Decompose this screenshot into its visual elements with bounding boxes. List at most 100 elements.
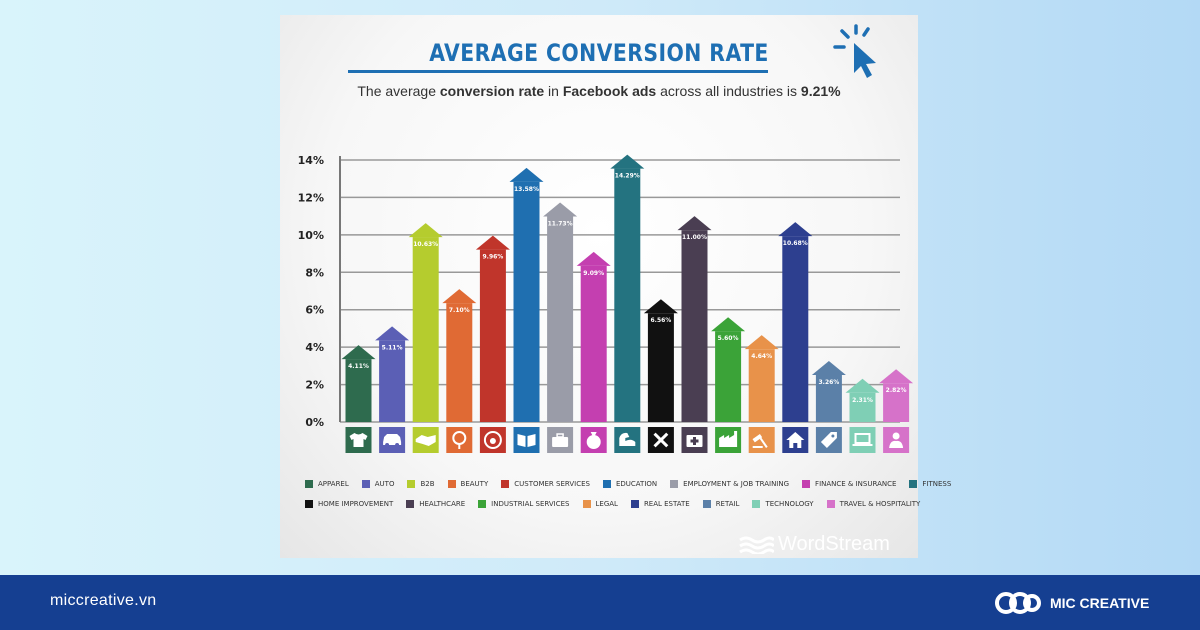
legend-item: CUSTOMER SERVICES: [501, 480, 590, 488]
legend-label: APPAREL: [318, 480, 349, 488]
bar-shirt: [345, 359, 372, 422]
bar-house: [782, 236, 809, 422]
site-url[interactable]: miccreative.vn: [50, 592, 157, 609]
bar-arrowhead: [442, 289, 477, 304]
legend-label: RETAIL: [715, 500, 740, 508]
wordstream-wave-icon: [739, 536, 774, 554]
legend-item: APPAREL: [305, 480, 349, 488]
y-tick-label: 0%: [305, 416, 324, 429]
legend-swatch: [602, 480, 611, 488]
bar-arrowhead: [509, 167, 544, 182]
headset-icon: [483, 431, 502, 449]
legend-swatch: [501, 480, 510, 488]
legend-label: B2B: [420, 480, 435, 488]
bar-factory: [715, 331, 742, 422]
brand-name: MIC CREATIVE: [1050, 595, 1150, 611]
mic-creative-logo-icon: [995, 592, 1041, 614]
bar-price-tag: [815, 374, 842, 422]
wordstream-logo-text: WordStream: [778, 533, 890, 555]
footer-bar: miccreative.vn MIC CREATIVE: [0, 575, 1200, 630]
laptop-icon: [852, 433, 873, 446]
legend-swatch: [670, 480, 679, 488]
bar-arrowhead: [778, 222, 813, 237]
chart-subtitle: The average conversion rate in Facebook …: [280, 83, 918, 99]
legend-swatch: [361, 480, 370, 488]
data-label: 13.58%: [514, 186, 539, 193]
legend-label: FITNESS: [922, 480, 952, 488]
bar-arrowhead: [341, 345, 376, 360]
subtitle-term-conversion: conversion rate: [439, 83, 545, 99]
chart-legend: APPAREL AUTO B2B BEAUTY CUSTOMER SERVICES EDU…: [305, 474, 951, 514]
bar-arrowhead: [811, 360, 846, 375]
cursor-click-icon: [833, 24, 876, 78]
bar-tools: [647, 313, 674, 422]
handshake-icon: [415, 435, 436, 446]
legend-label: TRAVEL & HOSPITALITY: [839, 500, 921, 508]
data-label: 3.26%: [818, 379, 839, 386]
y-tick-label: 12%: [298, 191, 324, 204]
title-underline: [348, 70, 768, 73]
legend-row: APPAREL AUTO B2B BEAUTY CUSTOMER SERVICES EDU…: [305, 474, 951, 494]
legend-label: TECHNOLOGY: [765, 500, 814, 508]
data-label: 10.63%: [413, 241, 438, 248]
bar-gavel: [748, 349, 775, 422]
legend-item: BEAUTY: [447, 480, 489, 488]
bar-arrowhead: [744, 335, 779, 350]
legend-row: HOME IMPROVEMENT HEALTHCARE INDUSTRIAL SER…: [305, 494, 920, 514]
bar-briefcase: [547, 216, 574, 422]
briefcase-icon: [552, 433, 569, 447]
legend-label: EDUCATION: [615, 480, 658, 488]
data-label: 5.60%: [718, 335, 739, 342]
data-label: 9.09%: [583, 270, 604, 277]
legend-swatch: [305, 500, 313, 508]
icon-tile: [849, 427, 876, 453]
data-label: 2.82%: [886, 387, 907, 394]
data-label: 4.64%: [751, 353, 772, 360]
legend-label: FINANCE & INSURANCE: [815, 480, 897, 488]
house-icon: [786, 432, 805, 448]
legend-label: AUTO: [374, 480, 395, 488]
legend-label: BEAUTY: [460, 480, 489, 488]
legend-item: FITNESS: [909, 480, 951, 488]
subtitle-prefix: The average: [357, 83, 440, 99]
data-label: 11.00%: [682, 234, 707, 241]
legend-item: EMPLOYMENT & JOB TRAINING: [670, 480, 789, 488]
legend-item: TECHNOLOGY: [752, 500, 814, 508]
icon-tile: [446, 427, 473, 453]
legend-label: CUSTOMER SERVICES: [514, 480, 590, 488]
first-aid-icon: [686, 435, 703, 447]
bar-headset: [479, 249, 506, 422]
legend-swatch: [909, 480, 918, 488]
legend-item: HEALTHCARE: [406, 500, 465, 508]
brand-logo[interactable]: MIC CREATIVE: [994, 589, 1149, 617]
bar-bicep: [614, 168, 641, 422]
legend-swatch: [826, 500, 835, 508]
data-label: 7.10%: [449, 307, 470, 314]
bar-book: [513, 181, 540, 422]
data-label: 6.56%: [650, 317, 671, 324]
legend-label: INDUSTRIAL SERVICES: [491, 500, 570, 508]
bar-arrowhead: [375, 326, 410, 341]
icon-tile: [513, 427, 540, 453]
subtitle-mid: in: [544, 83, 563, 99]
legend-swatch: [407, 480, 416, 488]
subtitle-average-value: 9.21%: [800, 83, 841, 99]
shirt-icon: [349, 433, 368, 447]
bar-handshake: [412, 237, 439, 422]
icon-tile: [614, 427, 641, 453]
bar-first-aid: [681, 230, 708, 422]
subtitle-suffix: across all industries is: [656, 83, 801, 99]
legend-label: EMPLOYMENT & JOB TRAINING: [683, 480, 790, 488]
legend-label: REAL ESTATE: [643, 500, 690, 508]
legend-item: RETAIL: [702, 500, 740, 508]
traveler-icon: [889, 432, 904, 448]
wordstream-watermark: WordStream: [738, 533, 890, 556]
y-tick-label: 4%: [305, 341, 324, 354]
data-label: 9.96%: [482, 254, 503, 261]
legend-label: LEGAL: [595, 500, 618, 508]
bicep-icon: [619, 432, 636, 446]
bar-arrowhead: [643, 299, 678, 314]
bar-arrowhead: [677, 216, 712, 231]
data-label: 2.31%: [852, 397, 873, 404]
bar-money-bag: [580, 265, 607, 422]
